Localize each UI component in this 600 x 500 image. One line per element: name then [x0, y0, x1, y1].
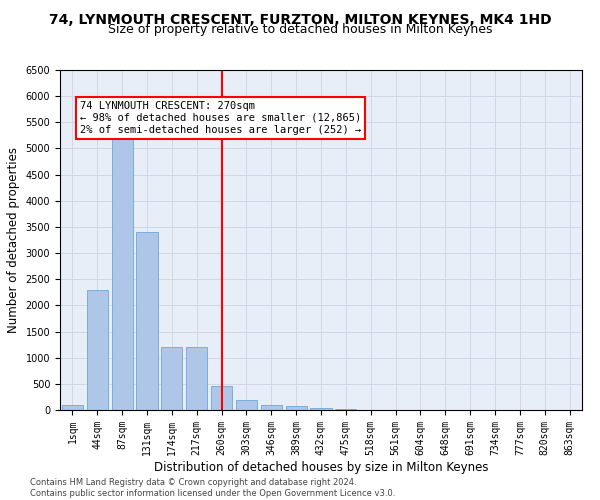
Text: 74 LYNMOUTH CRESCENT: 270sqm
← 98% of detached houses are smaller (12,865)
2% of: 74 LYNMOUTH CRESCENT: 270sqm ← 98% of de… [80, 102, 361, 134]
Y-axis label: Number of detached properties: Number of detached properties [7, 147, 20, 333]
Text: Contains HM Land Registry data © Crown copyright and database right 2024.
Contai: Contains HM Land Registry data © Crown c… [30, 478, 395, 498]
Bar [261, 405, 282, 410]
X-axis label: Distribution of detached houses by size in Milton Keynes: Distribution of detached houses by size … [154, 460, 488, 473]
Bar [62, 405, 83, 410]
Bar [236, 400, 257, 410]
Bar [211, 386, 232, 410]
Bar [161, 347, 182, 410]
Bar [112, 106, 133, 410]
Bar [136, 232, 158, 410]
Text: Size of property relative to detached houses in Milton Keynes: Size of property relative to detached ho… [108, 22, 492, 36]
Bar [286, 406, 307, 410]
Bar [186, 347, 207, 410]
Text: 74, LYNMOUTH CRESCENT, FURZTON, MILTON KEYNES, MK4 1HD: 74, LYNMOUTH CRESCENT, FURZTON, MILTON K… [49, 12, 551, 26]
Bar [87, 290, 108, 410]
Bar [310, 408, 332, 410]
